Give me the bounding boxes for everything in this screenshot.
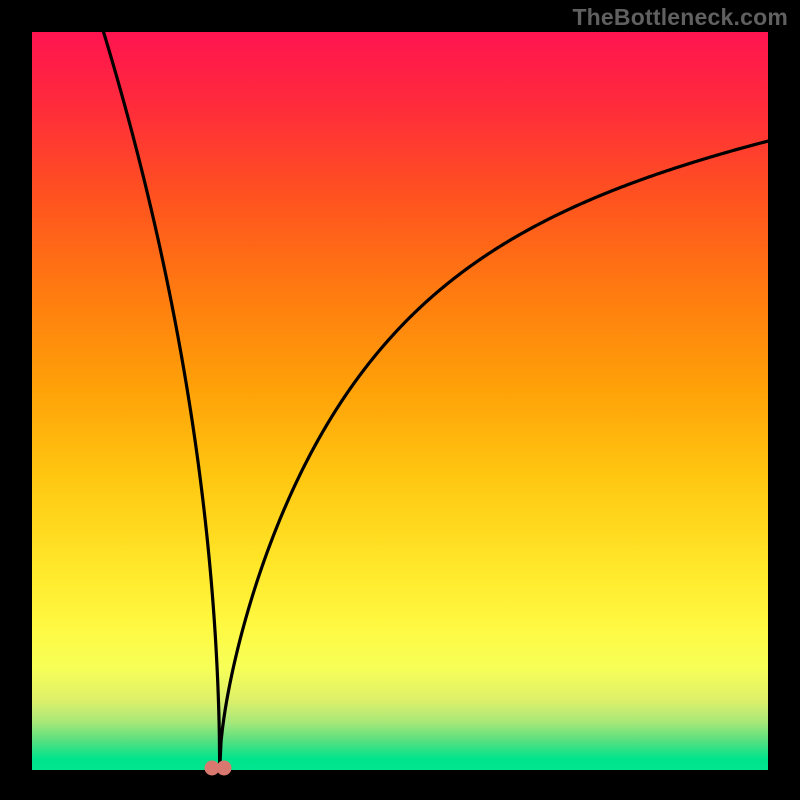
curve-svg	[32, 32, 768, 770]
chart-container: TheBottleneck.com	[0, 0, 800, 800]
plot-area	[32, 32, 768, 770]
minimum-marker-1	[217, 761, 232, 776]
bottleneck-curve	[97, 10, 768, 770]
attribution-text: TheBottleneck.com	[572, 4, 788, 31]
